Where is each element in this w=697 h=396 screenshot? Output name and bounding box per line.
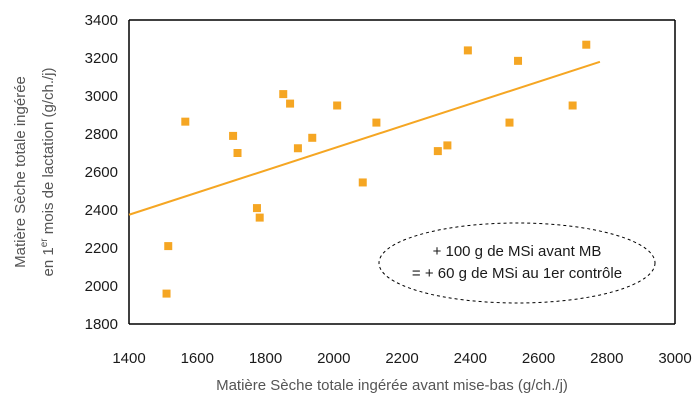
y-axis-label-prefix: en 1 [40, 247, 57, 276]
y-axis-label-line-2: en 1er mois de lactation (g/ch./j) [39, 67, 57, 276]
y-axis-label-suffix: mois de lactation (g/ch./j) [40, 67, 57, 238]
x-tick-label: 2000 [317, 350, 350, 367]
y-axis-label-superscript: er [39, 238, 50, 248]
data-point [433, 147, 442, 156]
x-tick-label: 1800 [249, 350, 282, 367]
y-tick-label: 2800 [85, 126, 118, 143]
annotation-ellipse [378, 222, 656, 304]
x-tick-label: 2800 [590, 350, 623, 367]
data-point [372, 118, 381, 127]
x-tick-label: 2200 [385, 350, 418, 367]
y-tick-label: 3400 [85, 12, 118, 29]
y-tick-label: 1800 [85, 316, 118, 333]
data-point [308, 133, 317, 142]
data-point [463, 46, 472, 55]
annotation: + 100 g de MSi avant MB = + 60 g de MSi … [378, 222, 656, 304]
data-point [293, 144, 302, 153]
y-tick-label: 2000 [85, 278, 118, 295]
y-tick-label: 3200 [85, 50, 118, 67]
x-tick-label: 2400 [454, 350, 487, 367]
annotation-line-2: = + 60 g de MSi au 1er contrôle [412, 265, 622, 282]
data-point [333, 101, 342, 110]
data-point [505, 118, 514, 127]
data-point [514, 56, 523, 65]
trendline [128, 60, 601, 216]
x-axis-ticks: 1400 1600 1800 2000 2200 2400 2600 2800 3000 [112, 350, 691, 367]
y-tick-label: 2600 [85, 164, 118, 181]
x-tick-label: 1400 [112, 350, 145, 367]
y-tick-label: 2200 [85, 240, 118, 257]
y-tick-label: 3000 [85, 88, 118, 105]
x-tick-label: 1600 [181, 350, 214, 367]
data-points-group [162, 40, 591, 298]
data-point [582, 40, 591, 49]
data-point [255, 213, 264, 222]
data-point [233, 149, 242, 157]
data-point [279, 90, 288, 99]
data-point [229, 131, 238, 140]
data-point [164, 242, 173, 251]
data-point [162, 289, 171, 298]
plot-area-frame [128, 19, 676, 325]
y-axis-label-line-1: Matière Sèche totale ingérée [12, 76, 29, 268]
y-tick-label: 2400 [85, 202, 118, 219]
annotation-line-1: + 100 g de MSi avant MB [433, 243, 602, 260]
data-point [568, 101, 577, 110]
x-tick-label: 2600 [522, 350, 555, 367]
trendline-group [128, 60, 601, 216]
data-point [181, 117, 190, 126]
data-point [358, 178, 367, 187]
data-point [286, 99, 295, 108]
data-point [252, 204, 261, 213]
x-tick-label: 3000 [658, 350, 691, 367]
y-axis-ticks: 1800 2000 2200 2400 2600 2800 3000 3200 3400 [85, 12, 118, 333]
data-point [443, 141, 452, 150]
x-axis-label: Matière Sèche totale ingérée avant mise-… [216, 377, 568, 394]
